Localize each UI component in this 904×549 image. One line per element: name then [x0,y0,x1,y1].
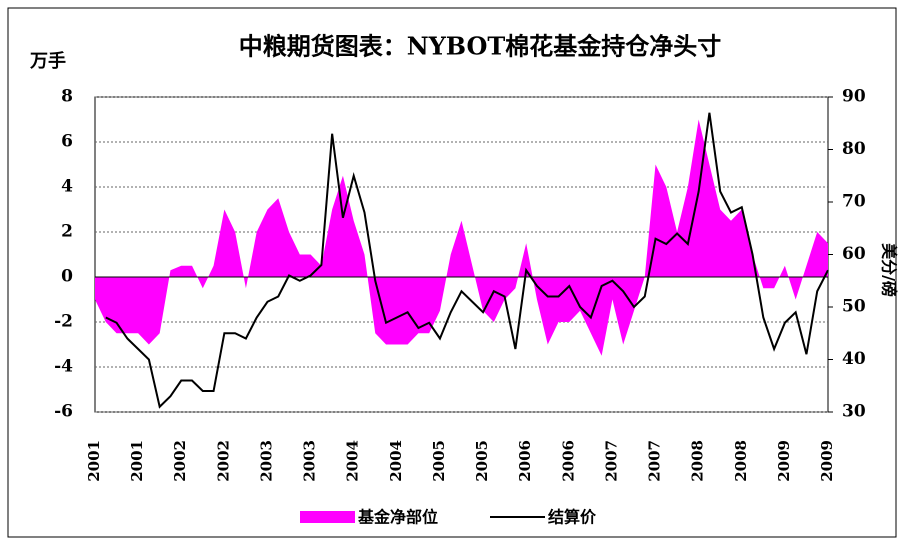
x-tick-label: 2002 [171,440,189,482]
x-tick-label: 2001 [85,440,103,482]
y-tick-label: -4 [54,357,73,377]
y2-tick-label: 70 [842,192,866,212]
legend-label: 结算价 [547,508,597,527]
area [95,119,828,356]
x-tick-label: 2001 [128,440,146,482]
x-tick-label: 2009 [818,440,836,482]
y2-tick-label: 50 [842,297,866,317]
y2-tick-label: 80 [842,139,866,159]
y-tick-label: 8 [61,87,73,107]
y-tick-label: 4 [61,177,73,197]
y-tick-label: 2 [61,222,73,242]
x-tick-label: 2007 [646,440,664,482]
x-tick-label: 2004 [344,440,362,482]
y-tick-label: 6 [61,132,73,152]
x-tick-label: 2005 [473,440,491,482]
x-tick-label: 2005 [430,440,448,482]
y-axis-label: 万手 [29,50,66,72]
x-tick-label: 2003 [301,440,319,482]
y-tick-label: -6 [54,402,73,422]
legend-swatch [300,511,355,523]
legend-label: 基金净部位 [357,508,438,527]
x-tick-label: 2006 [559,440,577,482]
y2-tick-label: 60 [842,244,866,264]
y2-tick-label: 30 [842,402,866,422]
x-tick-label: 2004 [387,440,405,482]
x-tick-label: 2007 [602,440,620,482]
x-tick-label: 2009 [775,440,793,482]
x-tick-label: 2008 [689,440,707,482]
chart-title: 中粮期货图表：NYBOT棉花基金持仓净头寸 [239,32,722,61]
y2-axis-label: 美分/磅 [880,243,899,297]
x-tick-label: 2002 [214,440,232,482]
line [105,112,829,409]
x-tick-label: 2006 [516,440,534,482]
y-tick-label: 0 [61,267,73,287]
y-tick-label: -2 [54,312,73,332]
x-tick-label: 2003 [257,440,275,482]
x-tick-label: 2008 [732,440,750,482]
y2-tick-label: 90 [842,87,866,107]
y2-tick-label: 40 [842,349,866,369]
